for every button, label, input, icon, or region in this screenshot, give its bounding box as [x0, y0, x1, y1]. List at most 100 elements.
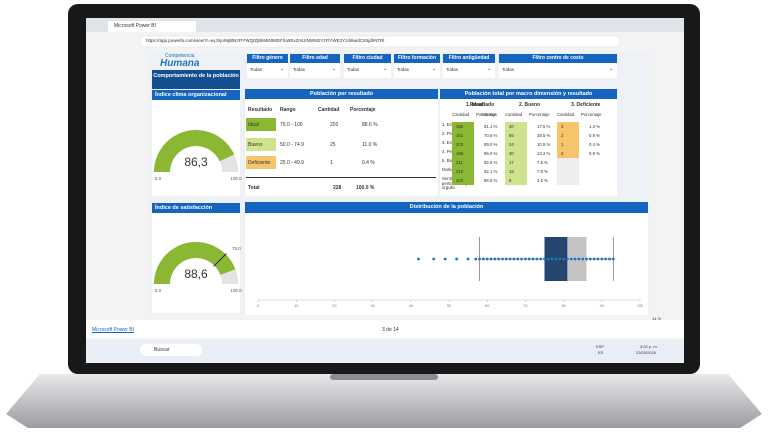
- x-tick-label: 80: [561, 304, 565, 308]
- table-total: 228: [333, 185, 342, 191]
- matrix-sub: Porcentaje: [476, 112, 497, 117]
- taskbar: [86, 340, 684, 362]
- matrix-group: 3. Deficiente: [571, 102, 601, 108]
- table-header: Cantidad: [318, 107, 340, 113]
- point: [481, 257, 485, 261]
- matrix-band: [452, 149, 474, 158]
- matrix-cell: 7.5 %: [537, 160, 548, 165]
- chevron: ⌄: [332, 66, 337, 72]
- box-upper: [567, 237, 587, 281]
- point: [577, 257, 581, 261]
- point: [489, 257, 493, 261]
- gauge-value: 88,6: [184, 267, 208, 281]
- filter-value: Todas: [502, 67, 515, 72]
- matrix-sub: Cantidad: [505, 112, 523, 117]
- point: [527, 257, 531, 261]
- chevron: ⌄: [487, 66, 492, 72]
- matrix-cell: 10.5 %: [537, 142, 551, 147]
- matrix-band: [505, 167, 527, 176]
- x-tick-label: 50: [447, 304, 451, 308]
- filter-value: Todas: [250, 67, 263, 72]
- notch: [330, 374, 438, 380]
- tab[interactable]: [108, 21, 196, 32]
- logo-main: Humana: [160, 58, 200, 69]
- address-bar[interactable]: [139, 35, 621, 48]
- matrix-band: [452, 131, 474, 140]
- point: [554, 257, 558, 261]
- table-cell: 50.0 - 74.9: [280, 142, 304, 148]
- table-cell: 75.0 - 100: [280, 122, 303, 128]
- point: [562, 257, 565, 261]
- point: [485, 257, 489, 261]
- matrix-sub: Cantidad: [452, 112, 470, 117]
- matrix-cell: 30: [509, 151, 514, 156]
- table-cell: 11.0 %: [362, 142, 378, 148]
- matrix-band: [452, 158, 474, 167]
- matrix-cell: 210: [456, 169, 464, 174]
- point: [573, 257, 577, 261]
- point: [455, 257, 459, 261]
- table-rule: [246, 177, 436, 178]
- matrix-cell: 0.4 %: [589, 142, 600, 147]
- footer-brand[interactable]: Microsoft Power BI: [92, 327, 134, 333]
- x-tick-label: 40: [409, 304, 413, 308]
- point: [543, 257, 546, 261]
- point: [539, 257, 543, 261]
- search-box[interactable]: [140, 344, 202, 356]
- point: [497, 257, 501, 261]
- gauge-fill: [154, 129, 235, 172]
- lang: ES: [598, 350, 604, 355]
- gauge-fill: [154, 242, 236, 284]
- point: [611, 257, 615, 261]
- matrix-cell: 161: [456, 133, 464, 138]
- x-tick-label: 90: [600, 304, 604, 308]
- logo-top: Competencia: [164, 53, 195, 59]
- matrix-corner: Resultado: [470, 102, 495, 108]
- table-card: [245, 89, 438, 196]
- filter-label: Filtro antigüedad: [443, 54, 495, 63]
- point: [474, 257, 478, 261]
- matrix-band: [557, 122, 579, 131]
- point: [558, 257, 562, 261]
- report-footer: [86, 320, 684, 338]
- gauge-target-label: 75,0: [232, 246, 241, 251]
- filter-value: Todas: [347, 67, 360, 72]
- x-tick-label: 10: [294, 304, 298, 308]
- point: [608, 257, 611, 261]
- matrix-band: [452, 167, 474, 176]
- matrix-cell: 3.5 %: [537, 178, 548, 183]
- point: [501, 257, 504, 261]
- matrix-cell: 0.9 %: [589, 151, 600, 156]
- matrix-cell: 89.0 %: [484, 142, 498, 147]
- tab-bar: [86, 18, 684, 32]
- matrix-group: 2. Bueno: [519, 102, 541, 108]
- filter-label: Filtro centro de costo: [499, 54, 617, 63]
- matrix-cell: 17: [509, 160, 514, 165]
- gauge-min: 0.0: [155, 176, 162, 181]
- point: [550, 257, 554, 261]
- matrix-cell: 220: [456, 178, 464, 183]
- table-header: Porcentaje: [350, 107, 376, 113]
- result-swatch: [246, 156, 276, 169]
- tab-title: Microsoft Power BI: [114, 23, 156, 29]
- matrix-cell: 28.5 %: [537, 133, 551, 138]
- point: [596, 257, 600, 261]
- gauge-min: 0.0: [155, 288, 162, 293]
- matrix-band: [505, 149, 527, 158]
- table-cell: Ideal: [248, 122, 259, 128]
- matrix-cell: 1.3 %: [589, 124, 600, 129]
- point: [466, 257, 470, 261]
- table-cell: 25.0 - 49.9: [280, 160, 304, 166]
- matrix-cell: 7.9 %: [537, 169, 548, 174]
- point: [493, 257, 497, 261]
- x-tick-label: 0: [257, 304, 259, 308]
- url: https://app.powerbi.com/view?r=eyJrIjoiN…: [146, 38, 385, 43]
- point: [546, 257, 550, 261]
- chevron: ⌄: [609, 66, 614, 72]
- matrix-band: [452, 176, 474, 185]
- matrix-band: [557, 149, 579, 158]
- filter-value: Todas: [446, 67, 459, 72]
- table-header: Rango: [280, 107, 296, 113]
